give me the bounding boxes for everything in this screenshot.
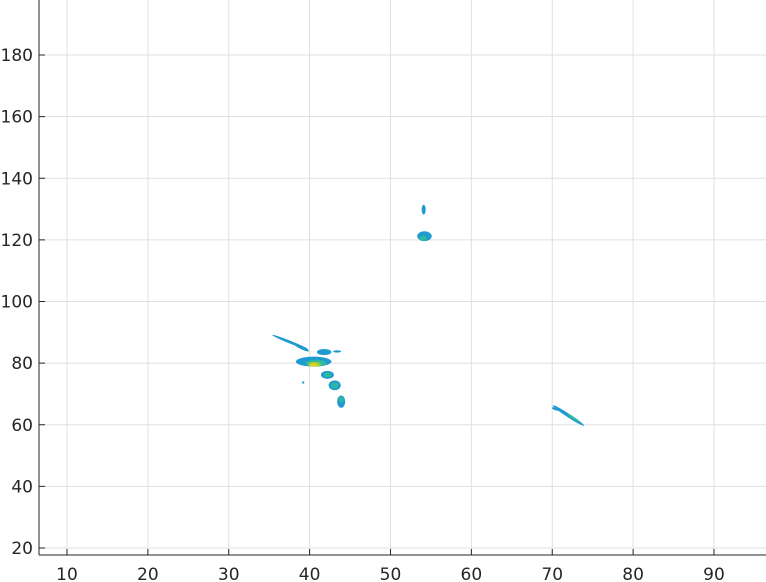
contour-region-mid — [331, 382, 339, 389]
x-tick-label: 50 — [380, 565, 402, 582]
y-tick-label: 120 — [1, 231, 33, 251]
x-tick-label: 30 — [218, 565, 240, 582]
axes — [38, 0, 766, 556]
contour-region-mid — [419, 235, 427, 242]
y-tick-label: 160 — [1, 108, 33, 128]
contour-region-peak — [310, 363, 318, 367]
y-tick-label: 40 — [11, 477, 33, 497]
contour-region-low — [301, 381, 305, 384]
y-tick-label: 100 — [1, 293, 33, 313]
y-tick-label: 60 — [11, 416, 33, 436]
grid-lines — [39, 0, 766, 555]
x-tick-labels: 10 20 30 40 50 60 70 80 90 — [56, 565, 725, 582]
contour-region-low — [421, 204, 426, 215]
contour-region-low — [551, 407, 560, 411]
y-tick-label: 20 — [11, 539, 33, 559]
y-tick-label: 80 — [11, 354, 33, 374]
x-tick-label: 80 — [622, 565, 644, 582]
y-tick-labels: 20 40 60 80 100 120 140 160 180 — [1, 46, 33, 559]
contour-region-low — [294, 344, 309, 352]
x-tick-label: 70 — [541, 565, 563, 582]
x-tick-label: 90 — [703, 565, 725, 582]
x-tick-label: 40 — [299, 565, 321, 582]
contour-layer — [272, 204, 585, 426]
x-tick-label: 10 — [56, 565, 78, 582]
x-tick-label: 60 — [461, 565, 483, 582]
contour-region-mid — [338, 396, 344, 403]
contour-region-mid — [323, 372, 332, 378]
y-tick-label: 180 — [1, 46, 33, 66]
x-tick-label: 20 — [137, 565, 159, 582]
contour-region-mid — [567, 413, 580, 423]
contour-region-low — [316, 348, 332, 356]
y-tick-label: 140 — [1, 169, 33, 189]
contour-region-low — [333, 350, 342, 353]
